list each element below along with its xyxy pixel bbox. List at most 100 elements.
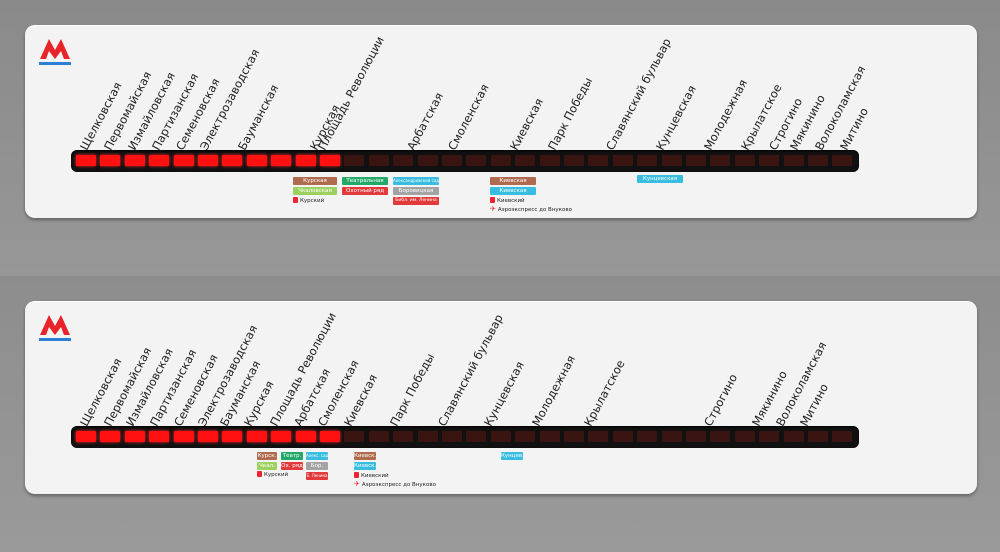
led-strip [71,426,859,448]
transfer-badge-teatralnaya: Театр. [281,452,303,460]
led-segment [393,155,414,166]
led-segment [344,431,365,442]
route-display-panel-top: Щелковская Первомайская Измайловская Партиз… [25,25,977,218]
led-segment [100,431,121,442]
led-segment [832,155,853,166]
led-segment [442,155,462,166]
led-segment [734,155,755,166]
station-label: Кунцевская [481,358,527,429]
led-segment [783,155,804,166]
station-label: Строгино [701,371,741,429]
led-segment [734,431,755,442]
led-segment [539,431,560,442]
transfer-badge-aleksandrovsky-sad: Александровский сад [393,177,439,185]
led-segment [637,431,658,442]
train-icon [490,196,495,203]
led-segment [222,431,243,442]
led-segment [588,431,609,442]
station-label: Площадь Революции [315,33,387,153]
led-segment [783,431,804,442]
led-segment [564,155,584,166]
rail-transfer-label: Киевский [361,473,389,479]
led-segment [368,431,389,442]
station-label: Бауманская [235,82,282,153]
led-segment [588,155,609,166]
metro-m-icon [39,315,71,341]
led-segment [149,431,170,442]
aeroexpress-label: Аэроэкспресс до Внуково [361,482,436,488]
led-segment [539,155,560,166]
led-segment [76,431,96,442]
aeroexpress-note: ✈ Аэроэкспресс до Внуково [354,480,436,489]
led-segment [222,155,243,166]
transfer-badge-chkalovskaya: Чкаловская [293,187,337,195]
led-segment [124,155,145,166]
transfer-badge-kuntsevskaya: Кунцев. [501,452,523,460]
rail-transfer-kievskiy: Киевский [354,471,389,480]
led-segment [124,431,145,442]
rail-transfer-kievskiy: Киевский [490,196,525,205]
led-segment [808,155,828,166]
transfer-badge-kievskaya-ring: Киевск. [354,452,376,460]
led-segment [686,155,706,166]
led-segment [612,155,633,166]
led-segment [198,155,218,166]
led-segment [515,431,536,442]
led-segment [271,431,292,442]
led-segment [808,431,828,442]
led-segment [417,431,438,442]
train-icon [293,196,298,203]
led-segment [637,155,658,166]
transfer-badge-kurskaya: Курская [293,177,337,185]
aeroexpress-label: Аэроэкспресс до Внуково [497,207,572,213]
led-segment [320,431,340,442]
led-segment [246,431,267,442]
led-segment [710,431,731,442]
led-segment [466,155,487,166]
route-display-panel-bottom: Щелковская Первомайская Измайловская Партиз… [25,301,977,494]
transfer-badge-kurskaya: Курск. [257,452,277,460]
led-segment [76,155,96,166]
led-segment [710,155,731,166]
station-label: Молодежная [529,352,579,429]
led-segment [393,431,414,442]
rail-transfer-kurskiy: Курский [257,470,288,479]
led-segment [173,155,194,166]
transfer-badge-chkalovskaya: Чкал. [257,462,277,470]
led-segment [198,431,218,442]
rail-transfer-kurskiy: Курский [293,196,324,205]
transfer-badge-kievskaya-filevskaya: Киевск. [354,462,376,470]
plane-icon: ✈ [490,205,496,213]
led-segment [295,155,316,166]
led-segment [149,155,170,166]
plane-icon: ✈ [354,480,360,488]
train-icon [354,471,359,478]
led-segment [368,155,389,166]
led-segment [173,431,194,442]
transfer-badge-biblioteka-lenina: Библ. им. Ленина [393,197,439,205]
led-segment [442,431,462,442]
led-segment [271,155,292,166]
led-segment [490,155,511,166]
led-segment [612,431,633,442]
led-strip [71,150,859,172]
aeroexpress-note: ✈ Аэроэкспресс до Внуково [490,205,572,214]
transfer-badge-biblioteka-lenina: Б. Ленина [306,472,328,480]
transfer-badge-kievskaya-filevskaya: Киевская [490,187,536,195]
metro-m-icon [39,39,71,65]
led-segment [686,431,706,442]
train-icon [257,470,262,477]
station-label: Арбатская [404,90,447,153]
led-segment [759,431,780,442]
led-segment [490,431,511,442]
led-segment [295,431,316,442]
led-segment [320,155,340,166]
rail-transfer-label: Киевский [497,198,525,204]
transfer-badge-borovitskaya: Боровицкая [393,187,439,195]
led-segment [246,155,267,166]
led-segment [661,431,682,442]
transfer-badge-okhotny-ryad: Ох. ряд [281,462,303,470]
station-label: Крылатское [581,357,628,429]
station-label: Кунцевская [653,82,699,153]
station-label: Смоленская [445,81,492,153]
